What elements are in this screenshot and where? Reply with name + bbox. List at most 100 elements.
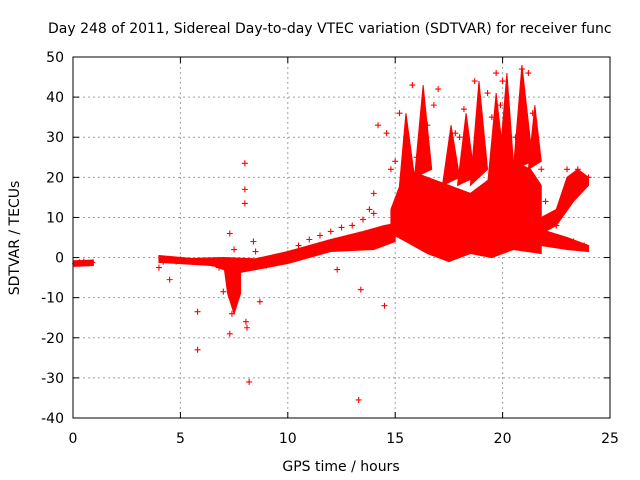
data-point xyxy=(392,158,399,165)
data-point xyxy=(160,258,167,265)
y-tick-label: -20 xyxy=(41,331,64,347)
data-point xyxy=(553,222,560,229)
data-point xyxy=(173,258,180,265)
data-point xyxy=(493,70,500,77)
data-point xyxy=(194,346,201,353)
data-points xyxy=(72,66,592,403)
data-point xyxy=(338,224,345,231)
data-point xyxy=(220,288,227,295)
data-point xyxy=(209,260,216,267)
dense-cluster xyxy=(456,113,476,187)
data-point xyxy=(435,86,442,93)
data-point xyxy=(188,258,195,265)
y-tick-label: 50 xyxy=(46,50,64,66)
x-tick-label: 5 xyxy=(176,431,185,447)
data-point xyxy=(85,260,92,267)
dense-cluster xyxy=(398,113,416,187)
data-point xyxy=(231,246,238,253)
y-tick-label: -40 xyxy=(41,411,64,427)
dense-cluster xyxy=(527,105,542,171)
x-axis-label: GPS time / hours xyxy=(282,459,399,475)
data-point xyxy=(327,228,334,235)
data-point xyxy=(581,242,588,249)
dense-cluster xyxy=(158,222,396,275)
data-point xyxy=(246,378,253,385)
data-point xyxy=(166,276,173,283)
y-tick-label: 10 xyxy=(46,210,64,226)
y-tick-label: 40 xyxy=(46,90,64,106)
data-point xyxy=(89,259,96,266)
data-point xyxy=(506,142,513,149)
x-tick-label: 0 xyxy=(69,431,78,447)
data-point xyxy=(155,264,162,271)
data-point xyxy=(570,238,577,245)
y-tick-label: -10 xyxy=(41,291,64,307)
data-point xyxy=(80,258,87,265)
data-point xyxy=(402,134,409,141)
data-point xyxy=(344,234,351,241)
data-point xyxy=(241,186,248,193)
data-point xyxy=(471,78,478,85)
data-point xyxy=(497,102,504,109)
dense-cluster xyxy=(497,73,514,179)
data-point xyxy=(252,248,259,255)
data-point xyxy=(76,259,83,266)
data-point xyxy=(381,302,388,309)
data-point xyxy=(445,234,452,241)
data-point xyxy=(424,122,431,129)
data-point xyxy=(256,298,263,305)
data-point xyxy=(529,110,536,117)
data-point xyxy=(417,222,424,229)
data-point xyxy=(226,330,233,337)
data-point xyxy=(216,264,223,271)
data-point xyxy=(564,166,571,173)
data-point xyxy=(357,286,364,293)
y-tick-label: -30 xyxy=(41,371,64,387)
data-point xyxy=(585,174,592,181)
data-point xyxy=(317,232,324,239)
data-point xyxy=(250,238,257,245)
dense-cluster xyxy=(512,64,534,171)
y-tick-label: 0 xyxy=(55,251,64,267)
data-point xyxy=(518,66,525,73)
data-point xyxy=(467,158,474,165)
data-point xyxy=(263,262,270,269)
y-axis-label: SDTVAR / TECUs xyxy=(7,181,23,296)
data-point xyxy=(359,216,366,223)
data-point xyxy=(274,256,281,263)
data-point xyxy=(430,102,437,109)
data-point xyxy=(228,310,235,317)
data-point xyxy=(306,236,313,243)
data-point xyxy=(409,82,416,89)
data-point xyxy=(366,206,373,213)
plot-frame xyxy=(72,56,611,419)
data-point xyxy=(334,266,341,273)
x-tick-label: 20 xyxy=(494,431,512,447)
x-tick-label: 10 xyxy=(279,431,297,447)
y-tick-label: 30 xyxy=(46,130,64,146)
data-point xyxy=(233,274,240,281)
data-point xyxy=(241,160,248,167)
data-point xyxy=(231,286,238,293)
dense-cluster xyxy=(540,168,590,235)
data-point xyxy=(355,396,362,403)
data-point xyxy=(177,256,184,263)
data-point xyxy=(484,90,491,97)
data-point xyxy=(284,250,291,257)
data-point xyxy=(242,318,249,325)
dense-cluster xyxy=(469,81,489,187)
dense-cluster xyxy=(540,228,590,253)
data-point xyxy=(441,194,448,201)
data-point xyxy=(452,130,459,137)
data-point xyxy=(243,324,250,331)
data-point xyxy=(525,70,532,77)
data-point xyxy=(375,122,382,129)
x-tick-label: 25 xyxy=(601,431,619,447)
data-point xyxy=(194,308,201,315)
data-point xyxy=(241,200,248,207)
y-tick-labels: 50 40 30 20 10 0 -10 -20 -30 -40 xyxy=(41,50,64,427)
dense-cluster xyxy=(413,85,433,179)
data-point xyxy=(456,134,463,141)
data-point xyxy=(499,78,506,85)
